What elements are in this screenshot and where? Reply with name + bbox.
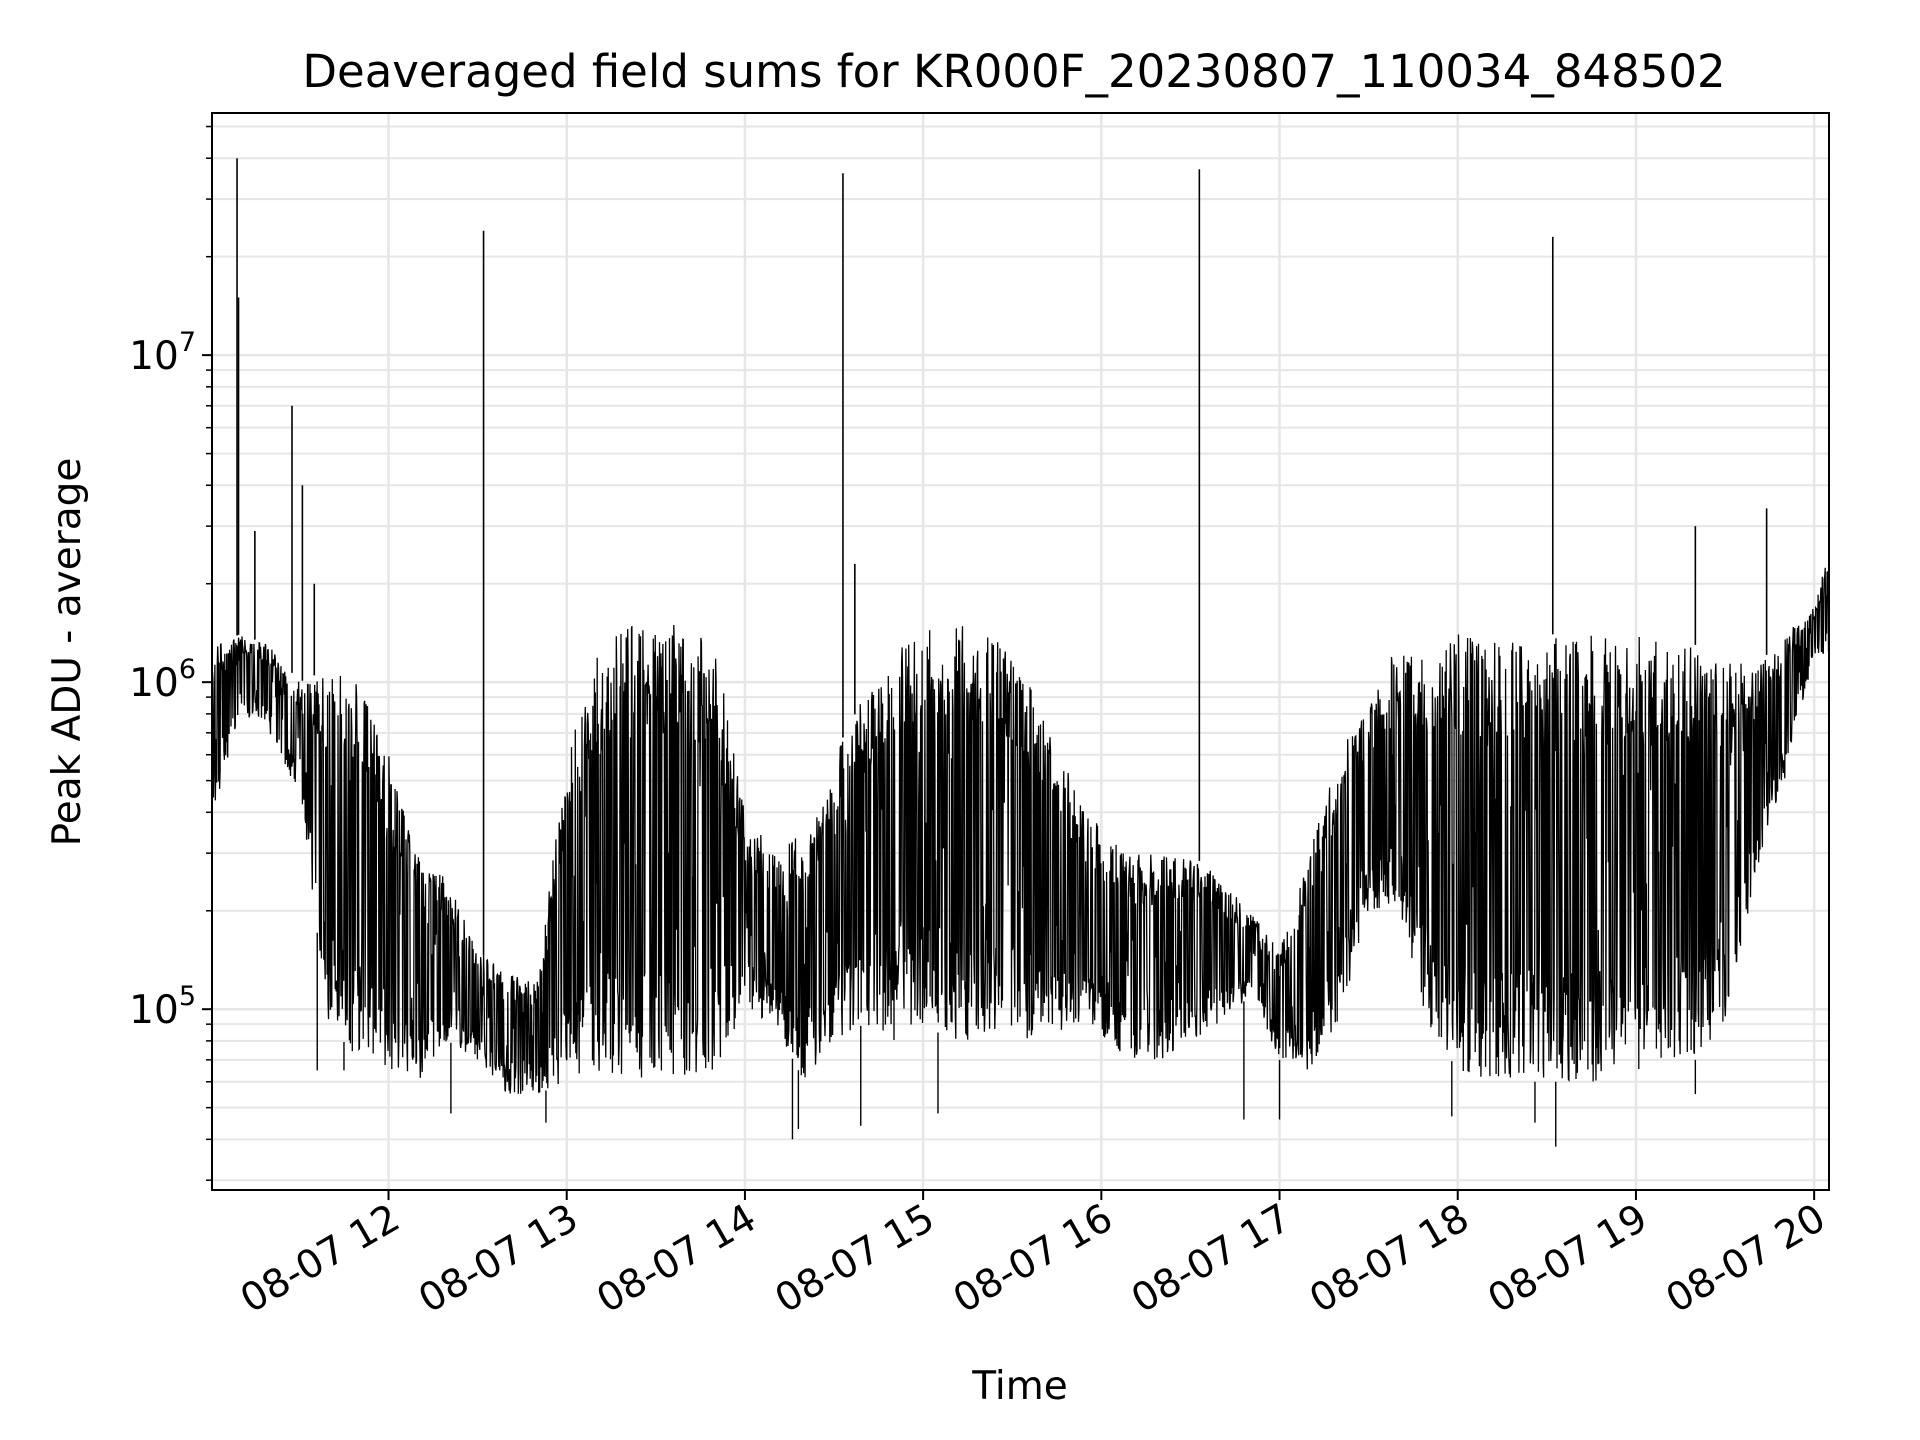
x-axis-title: Time	[971, 1364, 1067, 1409]
plot-frame	[211, 112, 1830, 1191]
y-axis-title: Peak ADU - average	[45, 458, 90, 847]
y-axis: 105 106 107	[129, 125, 212, 1181]
y-tick-label: 105	[129, 981, 196, 1033]
series-trace	[211, 567, 1830, 1094]
plot-area	[211, 113, 1830, 1190]
chart-title: Deaveraged field sums for KR000F_2023080…	[302, 45, 1725, 98]
y-tick-label: 106	[129, 654, 196, 706]
series-line	[211, 158, 1830, 1147]
y-tick-label: 107	[129, 327, 196, 379]
